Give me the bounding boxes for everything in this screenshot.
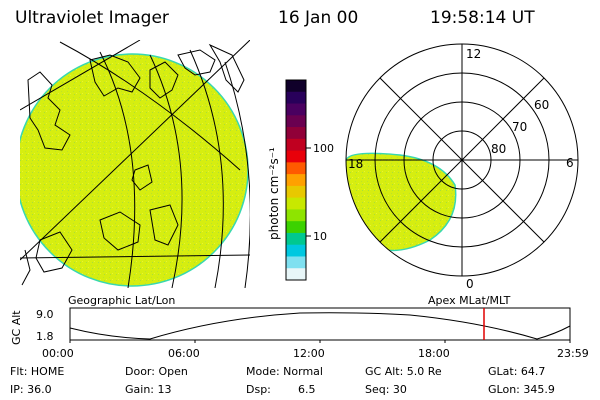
polar-grid: [345, 43, 579, 277]
geographic-map-panel: [20, 40, 250, 288]
colorbar-cell: [286, 115, 306, 128]
apex-caption: Apex MLat/MLT: [428, 294, 511, 307]
alt-xtick-2359: 23:59: [557, 347, 589, 360]
alt-xtick-0000: 00:00: [42, 347, 74, 360]
colorbar-scale: [286, 80, 306, 281]
colorbar-cell: [286, 256, 306, 269]
status-mode: Mode: Normal: [246, 365, 323, 378]
colorbar-cell: [286, 127, 306, 140]
colorbar-cell: [286, 103, 306, 116]
header-time: 19:58:14 UT: [430, 8, 535, 28]
instrument-title: Ultraviolet Imager: [15, 8, 169, 28]
colorbar-cell: [286, 197, 306, 210]
alt-xtick-1800: 18:00: [418, 347, 450, 360]
colorbar-cell: [286, 162, 306, 175]
mlat-label-80: 80: [491, 142, 506, 156]
graticule: [20, 40, 250, 288]
colorbar-cell: [286, 244, 306, 257]
colorbar-cell: [286, 268, 306, 281]
colorbar-tick-100: 100: [313, 142, 334, 155]
colorbar-cell: [286, 232, 306, 246]
mlat-label-60: 60: [534, 98, 549, 112]
polar-plot-panel: 12 6 0 18 60 70 80: [345, 43, 579, 291]
colorbar-cell: [286, 150, 306, 163]
status-glat: GLat: 64.7: [488, 365, 546, 378]
geographic-caption: Geographic Lat/Lon: [68, 294, 175, 307]
status-glon: GLon: 345.9: [488, 383, 555, 396]
colorbar-unit-label: photon cm⁻²s⁻¹: [267, 147, 281, 240]
status-gain: Gain: 13: [125, 383, 172, 396]
status-gc-alt: GC Alt: 5.0 Re: [365, 365, 442, 378]
header-date: 16 Jan 00: [278, 8, 359, 28]
alt-ylabel: GC Alt: [10, 310, 23, 345]
colorbar-cell: [286, 221, 306, 234]
alt-xtick-1200: 12:00: [293, 347, 325, 360]
colorbar-cell: [286, 91, 306, 105]
mlt-label-6: 6: [566, 156, 574, 170]
mlt-label-0: 0: [466, 277, 474, 291]
altitude-curve: [69, 312, 571, 340]
mlat-label-70: 70: [512, 120, 527, 134]
colorbar-cell: [286, 185, 306, 199]
colorbar-cell: [286, 209, 306, 222]
colorbar-cell: [286, 138, 306, 152]
alt-ytick-1-8: 1.8: [36, 330, 54, 343]
colorbar-tick-10: 10: [313, 230, 327, 243]
alt-xtick-0600: 06:00: [168, 347, 200, 360]
status-seq: Seq: 30: [365, 383, 407, 396]
alt-ytick-9: 9.0: [36, 308, 54, 321]
status-door: Door: Open: [125, 365, 188, 378]
mlt-label-18: 18: [348, 157, 363, 171]
status-flt: Flt: HOME: [10, 365, 65, 378]
mlt-label-12: 12: [466, 47, 481, 61]
colorbar-cell: [286, 174, 306, 187]
status-dsp-label: Dsp:: [246, 383, 271, 396]
status-dsp-value: 6.5: [298, 383, 316, 396]
status-ip: IP: 36.0: [10, 383, 52, 396]
colorbar-cell: [286, 80, 306, 93]
coastlines: [21, 43, 245, 286]
colorbar: 100 10 photon cm⁻²s⁻¹: [267, 79, 334, 281]
altitude-plot: 9.0 1.8 GC Alt 00:00 06:00 12:00 18:00 2…: [10, 307, 589, 360]
